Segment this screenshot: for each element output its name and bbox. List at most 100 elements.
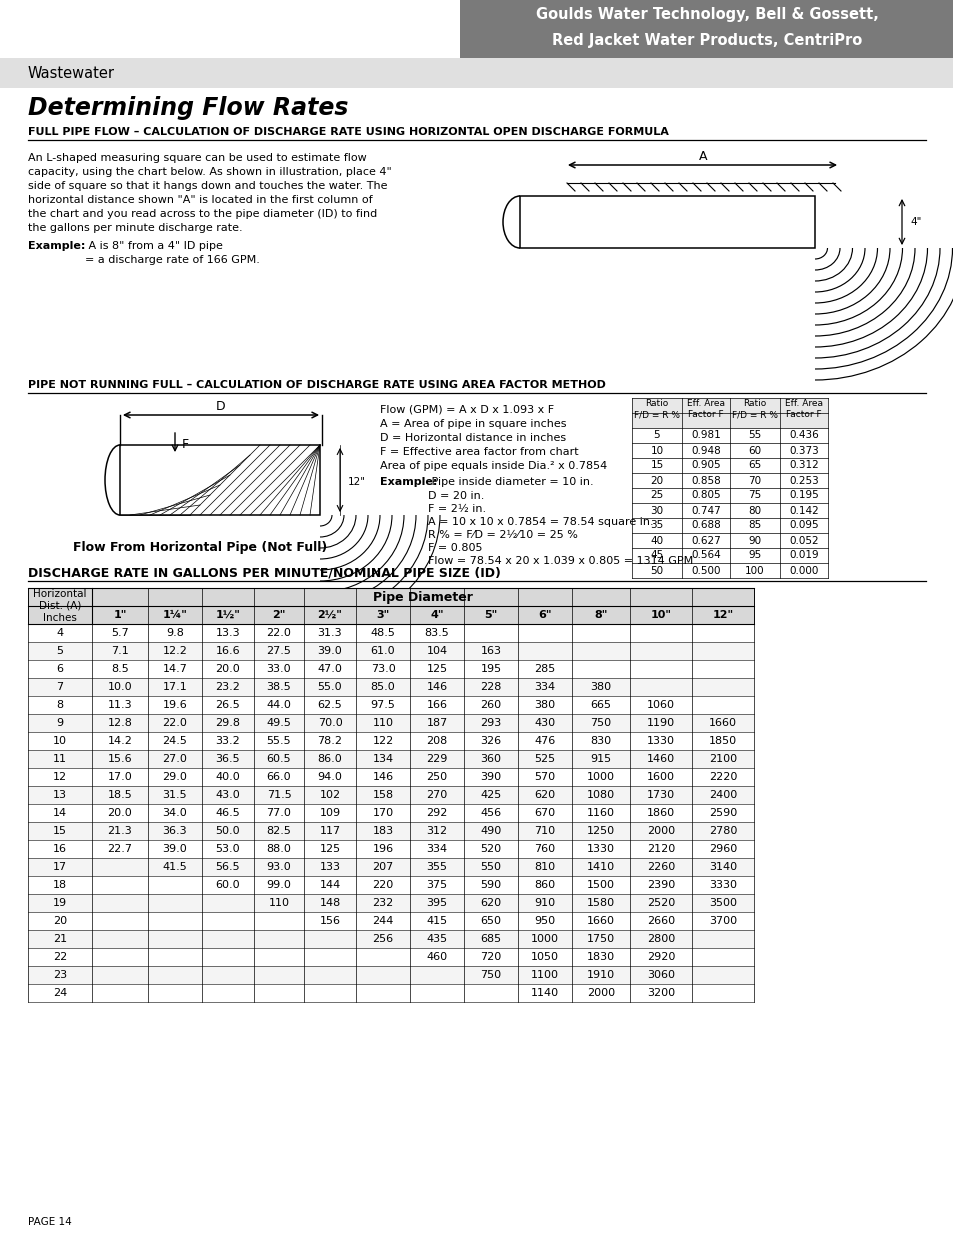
Text: 170: 170 <box>372 808 394 818</box>
Text: 1830: 1830 <box>586 952 615 962</box>
Text: 62.5: 62.5 <box>317 700 342 710</box>
Text: 110: 110 <box>268 898 289 908</box>
Text: 125: 125 <box>319 844 340 853</box>
Text: 2660: 2660 <box>646 916 675 926</box>
Text: 334: 334 <box>426 844 447 853</box>
Text: capacity, using the chart below. As shown in illustration, place 4": capacity, using the chart below. As show… <box>28 167 392 177</box>
Bar <box>28 732 753 750</box>
Text: 104: 104 <box>426 646 447 656</box>
Text: 15.6: 15.6 <box>108 755 132 764</box>
Text: 293: 293 <box>480 718 501 727</box>
Text: Example:: Example: <box>379 477 436 487</box>
Bar <box>459 0 953 58</box>
Text: 1660: 1660 <box>708 718 737 727</box>
Text: 292: 292 <box>426 808 447 818</box>
Bar <box>28 624 753 642</box>
Text: 73.0: 73.0 <box>370 664 395 674</box>
Text: 620: 620 <box>534 790 555 800</box>
Bar <box>28 894 753 911</box>
Text: 13.3: 13.3 <box>215 629 240 638</box>
Text: 163: 163 <box>480 646 501 656</box>
Text: 29.0: 29.0 <box>162 772 187 782</box>
Text: 4: 4 <box>56 629 64 638</box>
Text: 40.0: 40.0 <box>215 772 240 782</box>
Text: 0.142: 0.142 <box>788 505 818 515</box>
Text: 1160: 1160 <box>586 808 615 818</box>
Text: 22: 22 <box>52 952 67 962</box>
Text: 97.5: 97.5 <box>370 700 395 710</box>
Text: 0.436: 0.436 <box>788 431 818 441</box>
Text: 23: 23 <box>52 969 67 981</box>
Text: 375: 375 <box>426 881 447 890</box>
Text: A is 8" from a 4" ID pipe: A is 8" from a 4" ID pipe <box>85 241 223 251</box>
Text: 15: 15 <box>650 461 663 471</box>
Text: 0.095: 0.095 <box>788 520 818 531</box>
Bar <box>28 804 753 823</box>
Text: 1": 1" <box>113 610 127 620</box>
Text: 435: 435 <box>426 934 447 944</box>
Text: 0.195: 0.195 <box>788 490 818 500</box>
Text: Flow (GPM) = A x D x 1.093 x F: Flow (GPM) = A x D x 1.093 x F <box>379 405 554 415</box>
Text: 2": 2" <box>272 610 285 620</box>
Text: 20: 20 <box>52 916 67 926</box>
Text: 390: 390 <box>480 772 501 782</box>
Text: 1860: 1860 <box>646 808 675 818</box>
Text: 40: 40 <box>650 536 663 546</box>
Text: 8": 8" <box>594 610 607 620</box>
Text: 33.2: 33.2 <box>215 736 240 746</box>
Text: 750: 750 <box>480 969 501 981</box>
Text: 460: 460 <box>426 952 447 962</box>
Text: 312: 312 <box>426 826 447 836</box>
Bar <box>28 876 753 894</box>
Bar <box>28 642 753 659</box>
Text: 65: 65 <box>747 461 760 471</box>
Bar <box>28 948 753 966</box>
Text: 66.0: 66.0 <box>267 772 291 782</box>
Text: side of square so that it hangs down and touches the water. The: side of square so that it hangs down and… <box>28 182 387 191</box>
Text: 18: 18 <box>52 881 67 890</box>
Bar <box>28 750 753 768</box>
Bar <box>0 58 953 88</box>
Text: 183: 183 <box>372 826 394 836</box>
Text: 9.8: 9.8 <box>166 629 184 638</box>
Bar <box>519 196 814 248</box>
Text: 10": 10" <box>650 610 671 620</box>
Text: 83.5: 83.5 <box>424 629 449 638</box>
Text: 860: 860 <box>534 881 555 890</box>
Text: 146: 146 <box>426 682 447 692</box>
Bar <box>28 823 753 840</box>
Text: 24.5: 24.5 <box>162 736 187 746</box>
Text: 49.5: 49.5 <box>266 718 291 727</box>
Text: the chart and you read across to the pipe diameter (ID) to find: the chart and you read across to the pip… <box>28 209 376 219</box>
Text: 810: 810 <box>534 862 555 872</box>
Text: 82.5: 82.5 <box>266 826 291 836</box>
Text: 2220: 2220 <box>708 772 737 782</box>
Text: 90: 90 <box>748 536 760 546</box>
Text: 10.0: 10.0 <box>108 682 132 692</box>
Text: 12": 12" <box>348 477 366 487</box>
Bar <box>28 930 753 948</box>
Text: Horizontal
Dist. (A)
Inches: Horizontal Dist. (A) Inches <box>33 589 87 624</box>
Text: 39.0: 39.0 <box>162 844 187 853</box>
Text: 415: 415 <box>426 916 447 926</box>
Text: 1080: 1080 <box>586 790 615 800</box>
Text: 685: 685 <box>480 934 501 944</box>
Text: 5": 5" <box>484 610 497 620</box>
Text: 228: 228 <box>479 682 501 692</box>
Text: 1000: 1000 <box>586 772 615 782</box>
Text: FULL PIPE FLOW – CALCULATION OF DISCHARGE RATE USING HORIZONTAL OPEN DISCHARGE F: FULL PIPE FLOW – CALCULATION OF DISCHARG… <box>28 127 668 137</box>
Text: 0.312: 0.312 <box>788 461 818 471</box>
Text: 17: 17 <box>52 862 67 872</box>
Text: D: D <box>216 400 226 414</box>
Text: 26.5: 26.5 <box>215 700 240 710</box>
Text: 80: 80 <box>748 505 760 515</box>
Text: 187: 187 <box>426 718 447 727</box>
Text: 590: 590 <box>480 881 501 890</box>
Text: Wastewater: Wastewater <box>28 65 115 80</box>
Text: D = Horizontal distance in inches: D = Horizontal distance in inches <box>379 433 565 443</box>
Text: 21: 21 <box>52 934 67 944</box>
Bar <box>28 659 753 678</box>
Text: 134: 134 <box>372 755 394 764</box>
Text: An L-shaped measuring square can be used to estimate flow: An L-shaped measuring square can be used… <box>28 153 366 163</box>
Text: 425: 425 <box>480 790 501 800</box>
